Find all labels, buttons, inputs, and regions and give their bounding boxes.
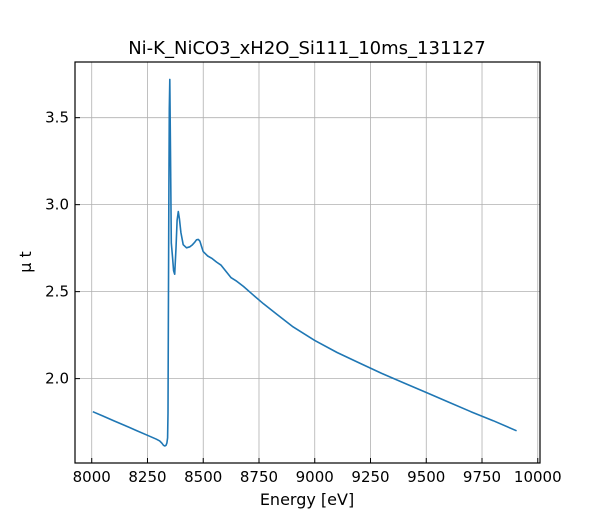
- plot-frame: [74, 61, 541, 464]
- x-tick-label: 9000: [296, 468, 334, 486]
- y-tick-label: 2.5: [45, 283, 69, 301]
- y-axis-label: μ t: [16, 251, 35, 273]
- y-tick-label: 3.0: [45, 196, 69, 214]
- x-tick-label: 10000: [514, 468, 562, 486]
- x-tick-label: 8500: [184, 468, 222, 486]
- x-tick-label: 9250: [351, 468, 389, 486]
- chart-title: Ni-K_NiCO3_xH2O_Si111_10ms_131127: [128, 38, 486, 59]
- x-tick-label: 8250: [128, 468, 166, 486]
- x-axis-label: Energy [eV]: [260, 490, 354, 509]
- grid: [75, 62, 540, 463]
- x-tick-label: 8000: [73, 468, 111, 486]
- plot-series: [92, 78, 517, 447]
- x-tick-label: 9500: [407, 468, 445, 486]
- x-tick-label: 8750: [240, 468, 278, 486]
- series-line: [92, 78, 517, 447]
- y-tick-label: 2.0: [45, 370, 69, 388]
- y-tick-label: 3.5: [45, 109, 69, 127]
- x-tick-label: 9750: [463, 468, 501, 486]
- axis-ticks: 8000 8250 8500 8750 9000 9250 9500 9750 10000 2.0…: [45, 109, 561, 486]
